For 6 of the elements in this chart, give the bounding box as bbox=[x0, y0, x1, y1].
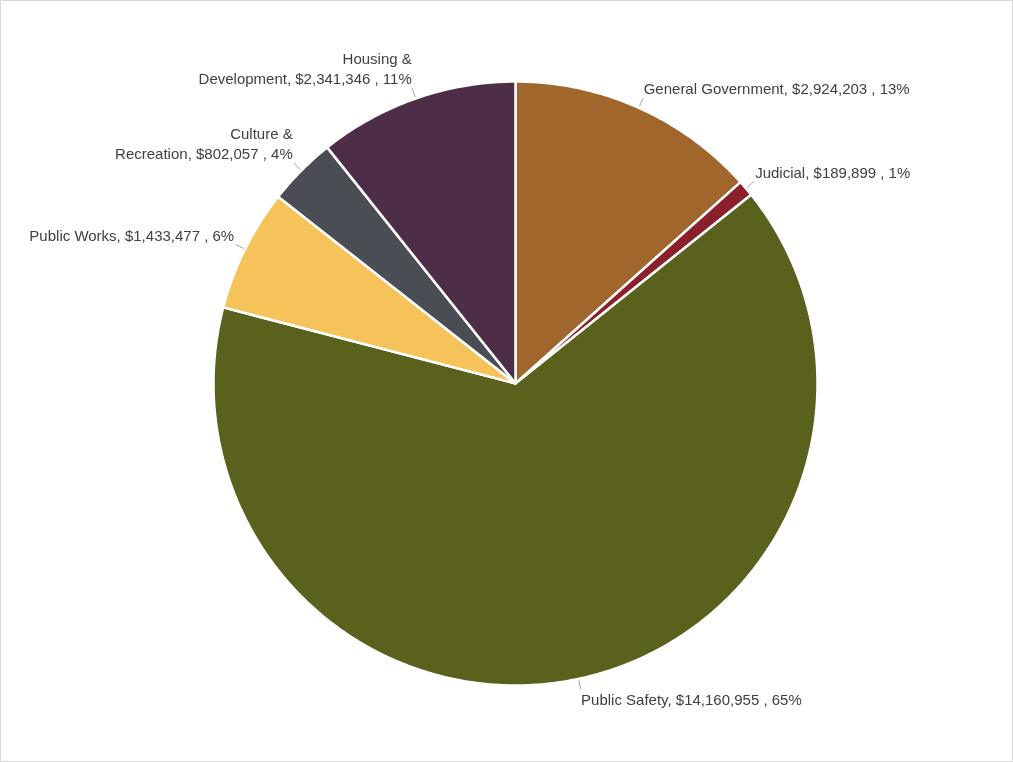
slice-label: Public Safety, $14,160,955 , 65% bbox=[581, 690, 802, 708]
slice-label: Public Works, $1,433,477 , 6% bbox=[29, 226, 235, 244]
slice-label: Culture & Recreation, $802,057 , 4% bbox=[115, 124, 293, 163]
slice-label: Housing & Development, $2,341,346 , 11% bbox=[198, 49, 412, 88]
slice-label: Judicial, $189,899 , 1% bbox=[755, 163, 911, 181]
slice-label: General Government, $2,924,203 , 13% bbox=[643, 79, 910, 97]
